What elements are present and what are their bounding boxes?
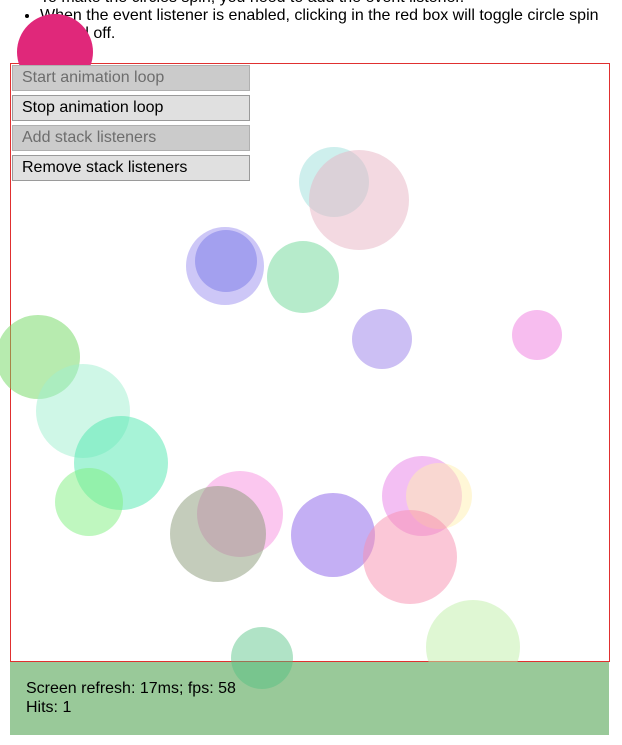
refresh-text: Screen refresh: 17ms; fps: 58	[26, 680, 236, 697]
instruction: When the event listener is enabled, clic…	[40, 7, 615, 43]
start-button[interactable]: Start animation loop	[12, 65, 250, 91]
hits-text: Hits: 1	[26, 699, 72, 716]
stop-button[interactable]: Stop animation loop	[12, 95, 250, 121]
remove-listeners-button[interactable]: Remove stack listeners	[12, 155, 250, 181]
add-listeners-button[interactable]: Add stack listeners	[12, 125, 250, 151]
click-area[interactable]	[10, 63, 610, 662]
status-panel: Screen refresh: 17ms; fps: 58 Hits: 1	[10, 662, 609, 735]
